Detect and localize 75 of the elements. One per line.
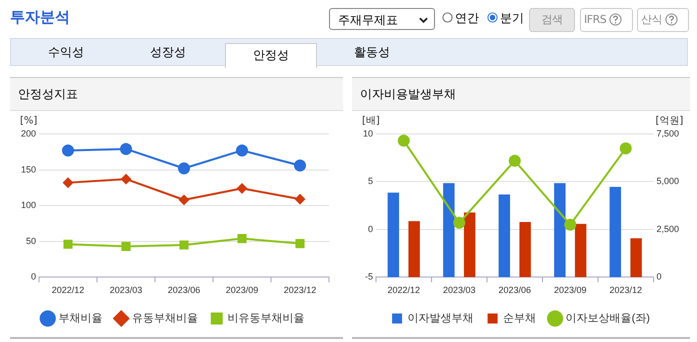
text: 안정성 [225, 43, 317, 68]
y-tick-label: 50 [26, 236, 36, 246]
point [179, 240, 189, 250]
point [508, 154, 521, 167]
text: 성장성 [149, 44, 187, 61]
point [120, 143, 132, 156]
bar [443, 183, 455, 278]
point [62, 144, 74, 156]
point [178, 162, 190, 174]
x-tick-label: 2023/03 [442, 285, 476, 296]
x-tick-label: 2023/12 [284, 285, 316, 296]
y-tick-label: 0 [31, 272, 36, 282]
x-tick-label: 2023/12 [609, 285, 642, 296]
legend-label: 부채비율 [58, 312, 102, 325]
bar [554, 183, 566, 278]
y-tick-label: 200 [20, 128, 36, 138]
point [121, 174, 132, 184]
y-tick-label: 0 [368, 224, 374, 234]
text: 검색 [529, 8, 575, 32]
legend-label: 유동부채비율 [132, 312, 198, 325]
bar [388, 192, 400, 278]
y-tick-label: 150 [20, 164, 36, 174]
legend-label: 순부채 [503, 312, 536, 325]
point [620, 142, 632, 154]
y2-axis-title: [억원] [655, 116, 684, 127]
y-tick-label: 5 [368, 176, 374, 186]
y2-tick-label: 0 [656, 272, 662, 282]
x-tick-label: 2022/12 [387, 285, 420, 296]
x-tick-label: 2023/09 [226, 285, 258, 296]
point [398, 134, 410, 147]
point [295, 239, 305, 248]
legend-label: 이자발생부채 [408, 312, 474, 325]
text: 수익성 [47, 44, 85, 61]
x-tick-label: 2023/09 [554, 285, 587, 296]
text: 산식 [637, 8, 689, 32]
y-tick-label: -5 [364, 272, 374, 282]
chart-title: 안정성지표 [10, 78, 343, 111]
point [453, 216, 466, 229]
y2-tick-label: 2,500 [656, 224, 680, 234]
x-tick-label: 2022/12 [52, 285, 84, 296]
chart-title: 이자비용발생부채 [352, 78, 690, 111]
x-tick-label: 2023/06 [168, 285, 200, 296]
y-tick-label: 100 [20, 200, 36, 210]
point [237, 183, 248, 194]
bar [574, 224, 586, 278]
bar [519, 222, 531, 278]
text: 활동성 [353, 44, 391, 61]
y-axis-title: [%] [20, 116, 38, 127]
point [564, 218, 576, 231]
y2-tick-label: 7,500 [656, 128, 680, 138]
bar [464, 212, 476, 278]
x-tick-label: 2023/06 [498, 285, 532, 296]
legend-label: 이자보상배율(좌) [566, 312, 650, 325]
y-axis-title: [배] [362, 116, 380, 127]
bar [498, 194, 510, 278]
text: 주재무제표 [329, 8, 435, 30]
point [295, 194, 305, 204]
legend-label: 비유동부채비율 [227, 312, 304, 325]
text: 투자분석 [10, 8, 70, 27]
bar [408, 221, 420, 278]
point [63, 240, 73, 249]
point [294, 160, 306, 172]
text: 분기 [499, 10, 524, 26]
text: IFRS [580, 8, 633, 32]
point [237, 234, 247, 244]
x-tick-label: 2023/03 [110, 285, 142, 296]
bar [630, 238, 642, 278]
y2-tick-label: 5,000 [656, 176, 680, 186]
point [121, 242, 131, 251]
point [236, 144, 248, 156]
point [179, 194, 190, 205]
y-tick-label: 10 [362, 128, 374, 138]
point [63, 178, 74, 188]
bar [610, 186, 622, 278]
text: 연간 [454, 10, 479, 26]
